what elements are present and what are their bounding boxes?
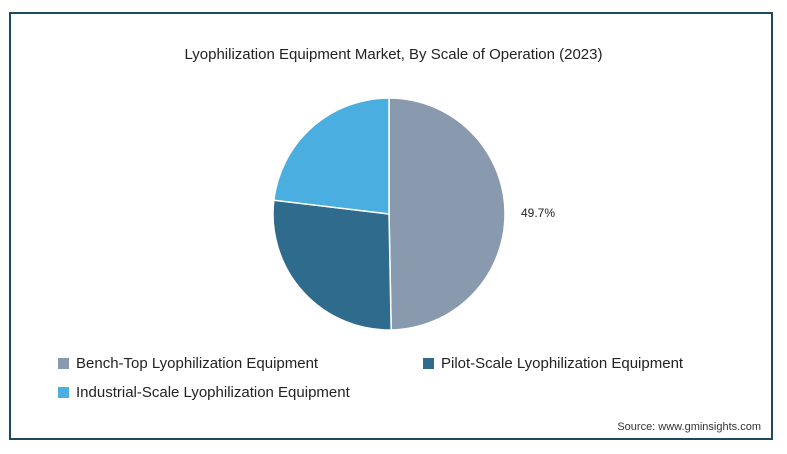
- pie-data-label-0: 49.7%: [521, 206, 555, 220]
- legend-swatch-industrial-scale: [58, 387, 69, 398]
- legend-item-pilot-scale: Pilot-Scale Lyophilization Equipment: [423, 355, 683, 372]
- legend-label-bench-top: Bench-Top Lyophilization Equipment: [76, 355, 319, 372]
- legend-swatch-pilot-scale: [423, 358, 434, 369]
- chart-title: Lyophilization Equipment Market, By Scal…: [184, 46, 603, 63]
- legend-item-industrial-scale: Industrial-Scale Lyophilization Equipmen…: [58, 384, 350, 401]
- pie-slice-1: [272, 199, 392, 331]
- pie-slice-0: [388, 97, 506, 331]
- legend-label-pilot-scale: Pilot-Scale Lyophilization Equipment: [441, 355, 684, 372]
- legend-swatch-bench-top: [58, 358, 69, 369]
- source-note: Source: www.gminsights.com: [617, 421, 761, 433]
- legend-item-bench-top: Bench-Top Lyophilization Equipment: [58, 355, 318, 372]
- legend-label-industrial-scale: Industrial-Scale Lyophilization Equipmen…: [76, 384, 350, 401]
- pie-slice-2: [272, 97, 390, 215]
